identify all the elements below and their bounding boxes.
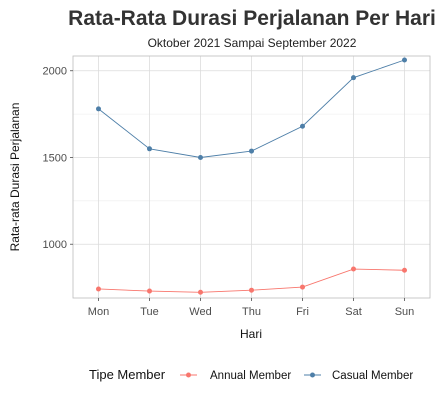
data-point-annual [249, 287, 254, 293]
data-point-annual [147, 288, 152, 294]
x-tick-label: Fri [296, 306, 309, 318]
chart-title: Rata-Rata Durasi Perjalanan Per Hari [68, 7, 436, 30]
legend-title: Tipe Member [89, 367, 166, 382]
x-tick-label: Mon [88, 306, 109, 318]
data-point-casual [147, 146, 152, 152]
y-tick-label: 1000 [43, 239, 67, 251]
x-tick-label: Thu [242, 306, 261, 318]
legend: Tipe Member Annual Member Casual Member [89, 367, 413, 382]
y-tick-label: 2000 [43, 66, 67, 78]
data-point-casual [300, 123, 305, 129]
x-tick-label: Wed [189, 306, 211, 318]
x-tick-label: Sun [395, 306, 415, 318]
chart-subtitle: Oktober 2021 Sampai September 2022 [148, 36, 357, 50]
x-axis-title: Hari [240, 327, 262, 341]
legend-item-annual: Annual Member [180, 370, 291, 382]
legend-marker-annual [186, 372, 191, 378]
y-tick-label: 1500 [43, 152, 67, 164]
legend-marker-casual [310, 372, 315, 378]
legend-label-casual: Casual Member [332, 370, 413, 382]
data-point-annual [198, 289, 203, 295]
data-point-casual [249, 148, 254, 154]
legend-item-casual: Casual Member [304, 370, 413, 382]
x-tick-label: Sat [345, 306, 362, 318]
data-point-annual [402, 267, 407, 273]
x-tick-label: Tue [140, 306, 159, 318]
plot-area: 1000 1500 2000 Mon Tue Wed Thu Fri Sat Sun [43, 55, 431, 318]
data-point-casual [198, 154, 203, 160]
data-point-casual [402, 57, 407, 63]
data-point-casual [96, 106, 101, 112]
y-axis-title: Rata-rata Durasi Perjalanan [8, 103, 22, 252]
legend-label-annual: Annual Member [210, 370, 291, 382]
data-point-annual [351, 266, 356, 272]
data-point-casual [351, 75, 356, 81]
data-point-annual [96, 286, 101, 292]
data-point-annual [300, 284, 305, 290]
